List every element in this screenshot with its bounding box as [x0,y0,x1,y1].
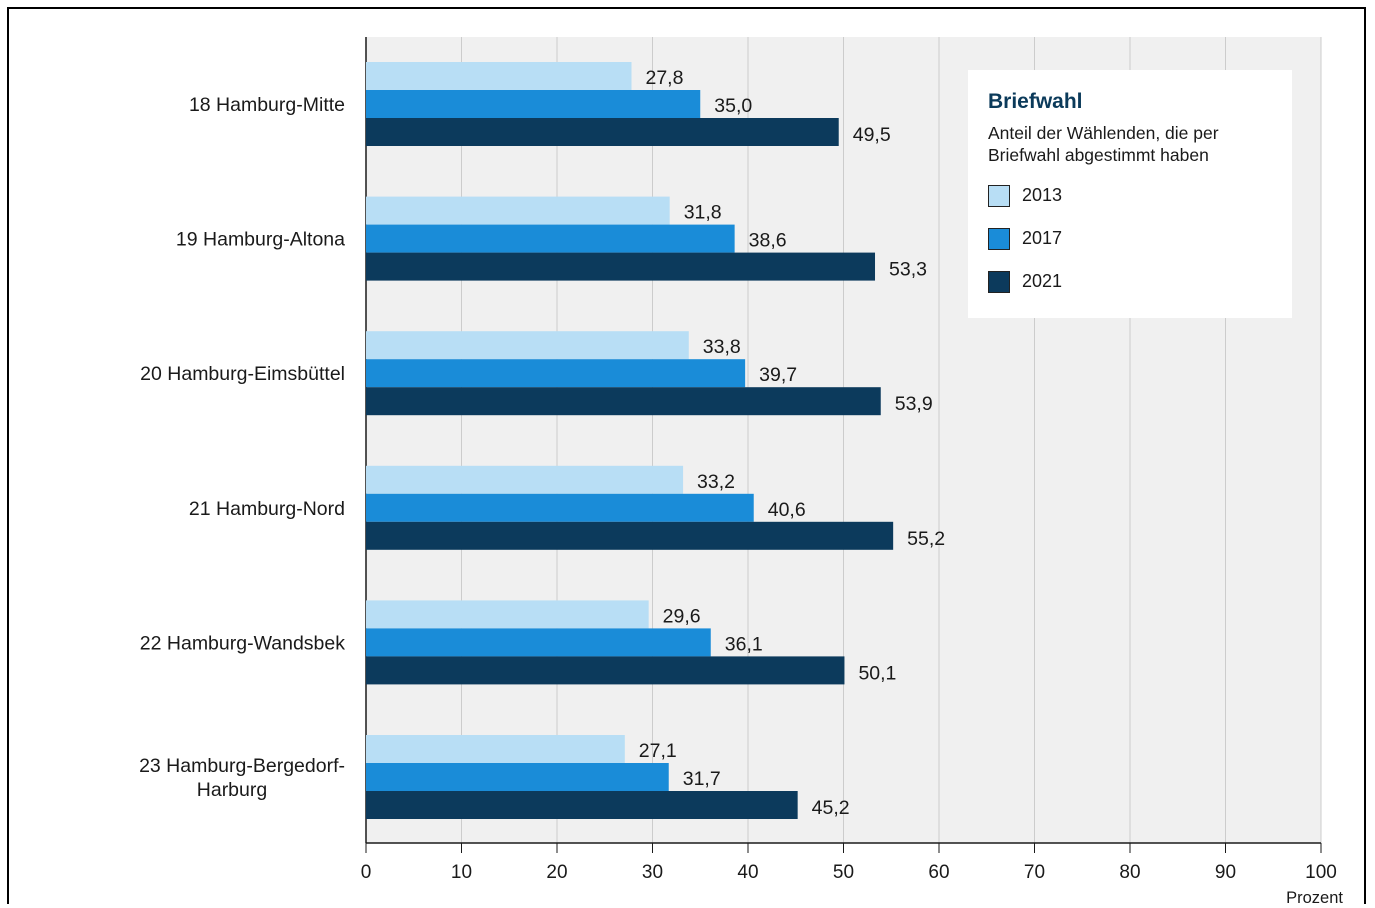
data-label-2021: 53,9 [895,393,933,415]
category-label-line: 18 Hamburg-Mitte [189,94,345,116]
x-tick-label-60: 60 [928,862,949,883]
bar-2013 [366,600,649,629]
bar-2021 [366,252,876,281]
legend-label-2021: 2021 [1022,271,1063,291]
bar-2017 [366,90,701,118]
bar-2013 [366,331,689,360]
legend-item-2013: 2013 [988,174,1272,217]
legend-label-2013: 2013 [1022,185,1063,205]
bar-2017 [366,493,754,522]
data-label-2021: 50,1 [858,662,896,684]
x-tick-label-10: 10 [451,862,472,883]
data-label-2013: 33,8 [703,336,741,358]
category-label: 20 Hamburg-Eimsbüttel [140,363,345,385]
bar-2013 [366,62,632,90]
category-label-line: 22 Hamburg-Wandsbek [140,632,345,654]
data-label-2013: 27,1 [639,740,677,762]
category-label-line: 23 Hamburg-Bergedorf- [139,755,345,777]
legend-label-2017: 2017 [1022,228,1063,248]
data-label-2021: 45,2 [812,797,850,819]
bar-2017 [366,763,669,791]
legend: Briefwahl Anteil der Wählenden, die per … [968,70,1292,318]
x-tick-label-50: 50 [833,862,854,883]
data-label-2017: 31,7 [683,768,721,790]
category-label: 22 Hamburg-Wandsbek [140,632,345,654]
data-label-2017: 39,7 [759,364,797,386]
data-label-2013: 27,8 [645,67,683,89]
x-tick-label-90: 90 [1215,862,1236,883]
bar-2021 [366,118,839,146]
category-label: 18 Hamburg-Mitte [189,94,345,116]
category-label: 19 Hamburg-Altona [176,229,345,251]
category-label-line: 19 Hamburg-Altona [176,229,345,251]
category-label-line: Harburg [197,779,267,801]
data-label-2021: 55,2 [907,528,945,550]
x-tick-label-20: 20 [546,862,567,883]
data-label-2013: 31,8 [684,202,722,224]
bar-2021 [366,791,798,819]
legend-swatch-2017 [988,227,1010,250]
x-tick-label-0: 0 [361,862,372,883]
legend-swatch-2013 [988,184,1010,207]
x-tick-label-30: 30 [642,862,663,883]
category-label: 21 Hamburg-Nord [189,498,345,520]
bar-2021 [366,387,881,416]
bar-2021 [366,521,894,550]
data-label-2017: 40,6 [768,499,806,521]
x-axis-label: Prozent [1286,889,1343,907]
data-label-2017: 38,6 [749,230,787,252]
bar-2017 [366,224,735,253]
category-label-line: 21 Hamburg-Nord [189,498,345,520]
legend-item-2017: 2017 [988,217,1272,260]
bar-2017 [366,628,711,657]
chart-subtitle: Anteil der Wählenden, die per Briefwahl … [988,123,1219,165]
x-tick-label-40: 40 [737,862,758,883]
legend-swatch-2021 [988,270,1010,293]
data-label-2021: 53,3 [889,259,927,281]
x-tick-label-70: 70 [1024,862,1045,883]
bar-2021 [366,656,845,685]
data-label-2021: 49,5 [853,124,891,146]
legend-item-2021: 2021 [988,260,1272,303]
data-label-2017: 36,1 [725,633,763,655]
category-label-line: 20 Hamburg-Eimsbüttel [140,363,345,385]
bar-2017 [366,359,746,388]
category-label: 23 Hamburg-Bergedorf-Harburg [139,755,345,801]
x-tick-label-80: 80 [1119,862,1140,883]
bar-2013 [366,465,684,494]
data-label-2017: 35,0 [714,95,752,117]
data-label-2013: 29,6 [663,605,701,627]
chart-frame [7,7,1366,904]
x-tick-label-100: 100 [1305,862,1337,883]
bar-2013 [366,735,625,763]
chart-title: Briefwahl [988,90,1083,113]
bar-2013 [366,196,670,225]
data-label-2013: 33,2 [697,471,735,493]
